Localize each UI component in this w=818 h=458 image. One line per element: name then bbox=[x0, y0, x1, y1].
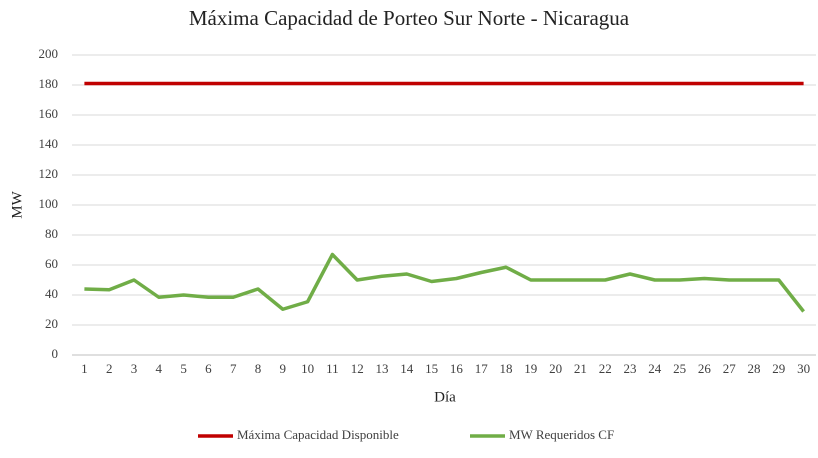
legend-label: Máxima Capacidad Disponible bbox=[237, 427, 399, 442]
y-tick-label: 160 bbox=[39, 106, 59, 121]
x-tick-label: 8 bbox=[255, 361, 262, 376]
x-tick-label: 11 bbox=[326, 361, 339, 376]
x-tick-label: 5 bbox=[180, 361, 187, 376]
x-tick-label: 24 bbox=[648, 361, 662, 376]
x-tick-label: 6 bbox=[205, 361, 212, 376]
y-tick-label: 100 bbox=[39, 196, 59, 211]
x-tick-label: 7 bbox=[230, 361, 237, 376]
x-tick-label: 20 bbox=[549, 361, 562, 376]
x-tick-label: 4 bbox=[156, 361, 163, 376]
x-tick-label: 14 bbox=[400, 361, 414, 376]
x-tick-label: 28 bbox=[748, 361, 761, 376]
x-tick-label: 29 bbox=[772, 361, 785, 376]
y-tick-label: 200 bbox=[39, 46, 59, 61]
x-tick-label: 2 bbox=[106, 361, 113, 376]
x-tick-label: 10 bbox=[301, 361, 314, 376]
x-tick-label: 27 bbox=[723, 361, 737, 376]
x-tick-label: 15 bbox=[425, 361, 438, 376]
y-tick-label: 140 bbox=[39, 136, 59, 151]
y-tick-label: 20 bbox=[45, 316, 58, 331]
x-tick-label: 18 bbox=[500, 361, 513, 376]
x-tick-label: 16 bbox=[450, 361, 464, 376]
x-tick-label: 25 bbox=[673, 361, 686, 376]
y-tick-label: 0 bbox=[52, 346, 59, 361]
y-tick-label: 60 bbox=[45, 256, 58, 271]
y-tick-label: 180 bbox=[39, 76, 59, 91]
x-tick-label: 26 bbox=[698, 361, 712, 376]
x-tick-label: 9 bbox=[280, 361, 287, 376]
x-tick-label: 21 bbox=[574, 361, 587, 376]
x-tick-label: 23 bbox=[624, 361, 637, 376]
x-tick-label: 30 bbox=[797, 361, 810, 376]
x-axis-title: Día bbox=[434, 389, 456, 405]
x-tick-label: 19 bbox=[524, 361, 537, 376]
x-tick-label: 17 bbox=[475, 361, 489, 376]
y-tick-label: 120 bbox=[39, 166, 59, 181]
y-axis-title: MW bbox=[9, 190, 25, 218]
y-tick-label: 40 bbox=[45, 286, 58, 301]
legend-label: MW Requeridos CF bbox=[509, 427, 614, 442]
chart-title: Máxima Capacidad de Porteo Sur Norte - N… bbox=[189, 6, 630, 30]
y-tick-label: 80 bbox=[45, 226, 58, 241]
x-tick-label: 12 bbox=[351, 361, 364, 376]
x-tick-label: 13 bbox=[376, 361, 389, 376]
x-tick-label: 22 bbox=[599, 361, 612, 376]
series-line bbox=[84, 252, 805, 313]
x-tick-label: 1 bbox=[81, 361, 88, 376]
x-tick-label: 3 bbox=[131, 361, 138, 376]
